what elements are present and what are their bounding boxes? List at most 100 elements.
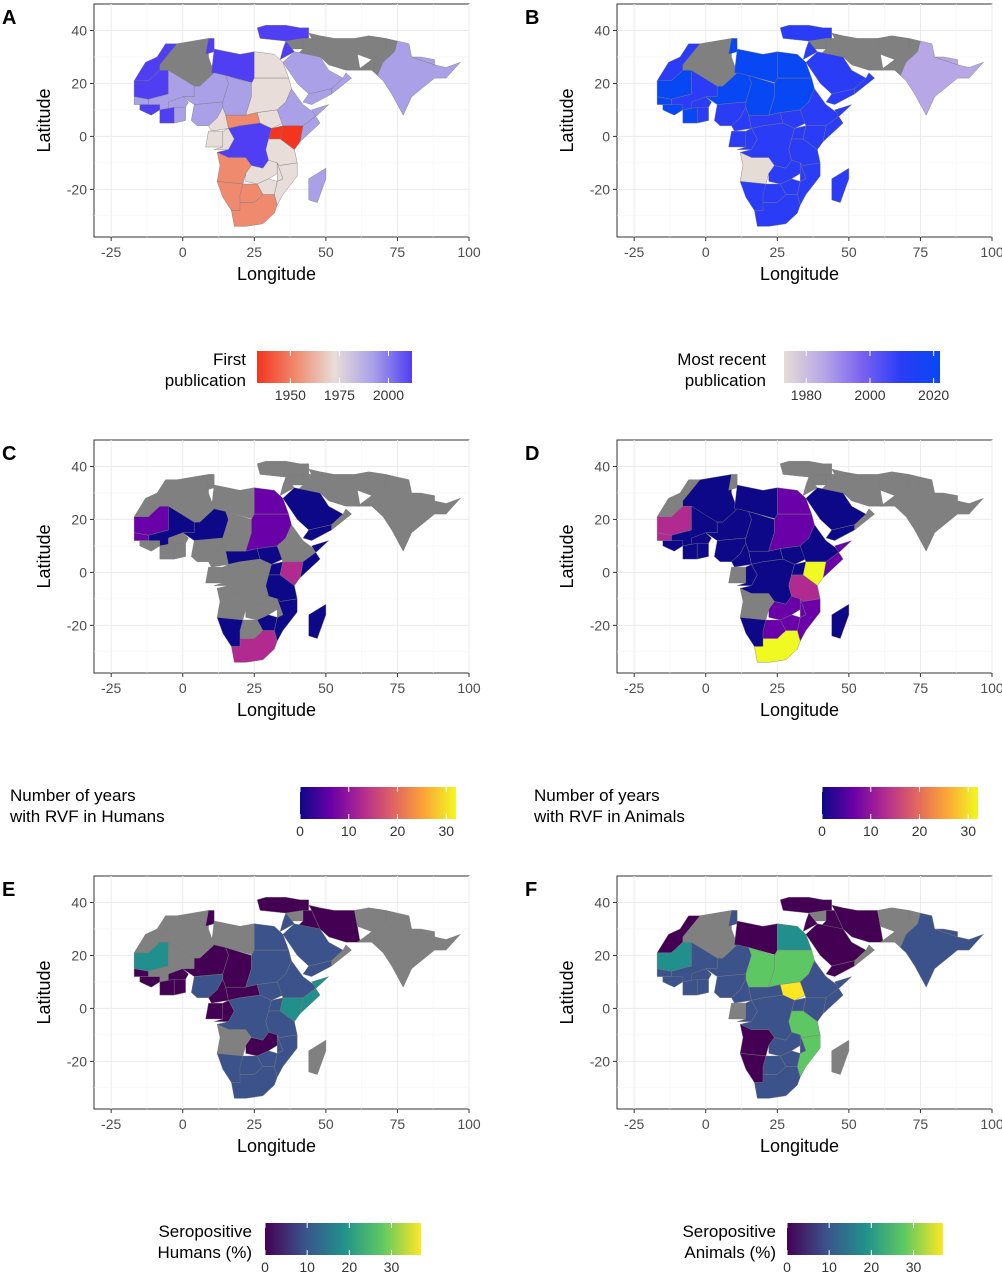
region-nepal bbox=[934, 928, 958, 938]
x-tick-label: 50 bbox=[318, 244, 334, 260]
y-axis-title: Latitude bbox=[557, 960, 577, 1024]
x-tick-label: 50 bbox=[841, 1116, 857, 1132]
region-oman bbox=[331, 944, 352, 967]
panel-letter: E bbox=[2, 879, 15, 901]
region-southsudan bbox=[779, 109, 807, 129]
legend-tick-label: 2000 bbox=[854, 387, 885, 403]
legend-tick-label: 10 bbox=[299, 1259, 315, 1275]
legend: Seropositive Humans (%) 0 10 20 30 bbox=[158, 1222, 421, 1275]
legend-title-line: Humans (%) bbox=[158, 1243, 252, 1262]
y-tick-label: 0 bbox=[79, 1000, 87, 1016]
region-ivory bbox=[159, 979, 175, 996]
x-tick-label: 100 bbox=[980, 1116, 1002, 1132]
legend-tick-label: 30 bbox=[438, 823, 454, 839]
region-madagascar bbox=[308, 167, 327, 203]
legend-title: Seropositive Animals (%) bbox=[682, 1222, 776, 1262]
panel-letter: C bbox=[2, 443, 16, 465]
legend-title-line: publication bbox=[685, 371, 766, 390]
y-tick-label: 0 bbox=[602, 128, 610, 144]
region-nepal bbox=[934, 492, 958, 502]
y-axis-title: Latitude bbox=[557, 88, 577, 152]
map-regions bbox=[656, 897, 984, 1099]
x-tick-label: 25 bbox=[770, 244, 786, 260]
legend-tick-label: 20 bbox=[390, 823, 406, 839]
legend-colorbar bbox=[265, 1223, 421, 1255]
legend-title-line: Most recent bbox=[677, 350, 766, 369]
region-tunisia bbox=[205, 474, 215, 491]
y-tick-label: 0 bbox=[602, 1000, 610, 1016]
region-ghana bbox=[697, 107, 709, 124]
region-levant bbox=[279, 40, 295, 61]
region-oman bbox=[331, 72, 352, 95]
x-tick-label: 100 bbox=[980, 244, 1002, 260]
region-ivory bbox=[159, 107, 175, 124]
x-axis-title: Longitude bbox=[760, 1136, 839, 1156]
y-tick-label: -20 bbox=[590, 1053, 610, 1069]
legend-title-line: Seropositive bbox=[682, 1222, 776, 1241]
y-tick-label: 20 bbox=[594, 947, 610, 963]
x-tick-label: 25 bbox=[247, 680, 263, 696]
legend: First publication 1950 1975 2000 bbox=[165, 350, 412, 403]
panel-C: C-25 0 25 50 75 10040200-20LongitudeLatitudeN… bbox=[2, 439, 481, 839]
panel-letter: D bbox=[525, 443, 539, 465]
y-tick-label: 40 bbox=[594, 894, 610, 910]
y-tick-label: 20 bbox=[71, 947, 87, 963]
panel-D: D-25 0 25 50 75 10040200-20LongitudeLatitudeN… bbox=[525, 439, 1002, 839]
region-tunisia bbox=[728, 474, 738, 491]
legend-tick-label: 20 bbox=[864, 1259, 880, 1275]
region-tunisia bbox=[728, 910, 738, 927]
y-tick-label: 40 bbox=[71, 894, 87, 910]
legend-title: First publication bbox=[165, 350, 247, 390]
legend-title-line: Number of years bbox=[10, 786, 136, 805]
region-madagascar bbox=[831, 167, 850, 203]
region-madagascar bbox=[308, 1039, 327, 1075]
region-ivory bbox=[682, 107, 698, 124]
region-gabon bbox=[205, 566, 224, 584]
region-southafrica bbox=[231, 1066, 278, 1099]
region-southafrica bbox=[754, 1066, 801, 1099]
x-tick-label: -25 bbox=[101, 1116, 121, 1132]
x-axis-title: Longitude bbox=[237, 700, 316, 720]
legend-tick-label: 0 bbox=[818, 823, 826, 839]
legend-tick-label: 30 bbox=[906, 1259, 922, 1275]
y-tick-label: 0 bbox=[79, 128, 87, 144]
legend-colorbar bbox=[257, 351, 412, 383]
legend: Seropositive Animals (%) 0 10 20 30 bbox=[682, 1222, 943, 1275]
region-ivory bbox=[159, 543, 175, 560]
x-axis-title: Longitude bbox=[237, 1136, 316, 1156]
legend-tick-label: 10 bbox=[341, 823, 357, 839]
x-tick-label: 0 bbox=[702, 680, 710, 696]
map-regions bbox=[133, 25, 461, 227]
y-tick-label: 0 bbox=[79, 564, 87, 580]
panel-letter: B bbox=[525, 7, 539, 29]
region-ivory bbox=[682, 543, 698, 560]
region-southsudan bbox=[256, 545, 284, 565]
region-oman bbox=[854, 508, 875, 531]
y-axis-title: Latitude bbox=[34, 960, 54, 1024]
x-tick-label: 75 bbox=[390, 244, 406, 260]
x-tick-label: -25 bbox=[624, 1116, 644, 1132]
legend: Number of years with RVF in Humans 0 10 20 30 bbox=[9, 786, 456, 839]
x-tick-label: 75 bbox=[390, 1116, 406, 1132]
legend-tick-label: 10 bbox=[863, 823, 879, 839]
x-tick-label: 50 bbox=[318, 680, 334, 696]
region-southafrica bbox=[754, 630, 801, 663]
legend-tick-label: 0 bbox=[261, 1259, 269, 1275]
region-oman bbox=[331, 508, 352, 531]
x-tick-label: 0 bbox=[179, 244, 187, 260]
legend-colorbar bbox=[822, 787, 978, 819]
legend-tick-label: 0 bbox=[296, 823, 304, 839]
x-tick-label: -25 bbox=[624, 680, 644, 696]
x-tick-label: 25 bbox=[247, 244, 263, 260]
y-tick-label: 40 bbox=[71, 22, 87, 38]
region-tunisia bbox=[728, 38, 738, 55]
legend: Most recent publication 1980 2000 2020 bbox=[677, 350, 949, 403]
region-nepal bbox=[934, 56, 958, 66]
y-tick-label: -20 bbox=[67, 1053, 87, 1069]
legend-title: Number of years with RVF in Animals bbox=[533, 786, 685, 826]
x-axis-title: Longitude bbox=[237, 264, 316, 284]
map-regions bbox=[656, 25, 984, 227]
region-madagascar bbox=[831, 603, 850, 639]
legend-tick-label: 2000 bbox=[373, 387, 404, 403]
region-ghana bbox=[173, 107, 186, 124]
